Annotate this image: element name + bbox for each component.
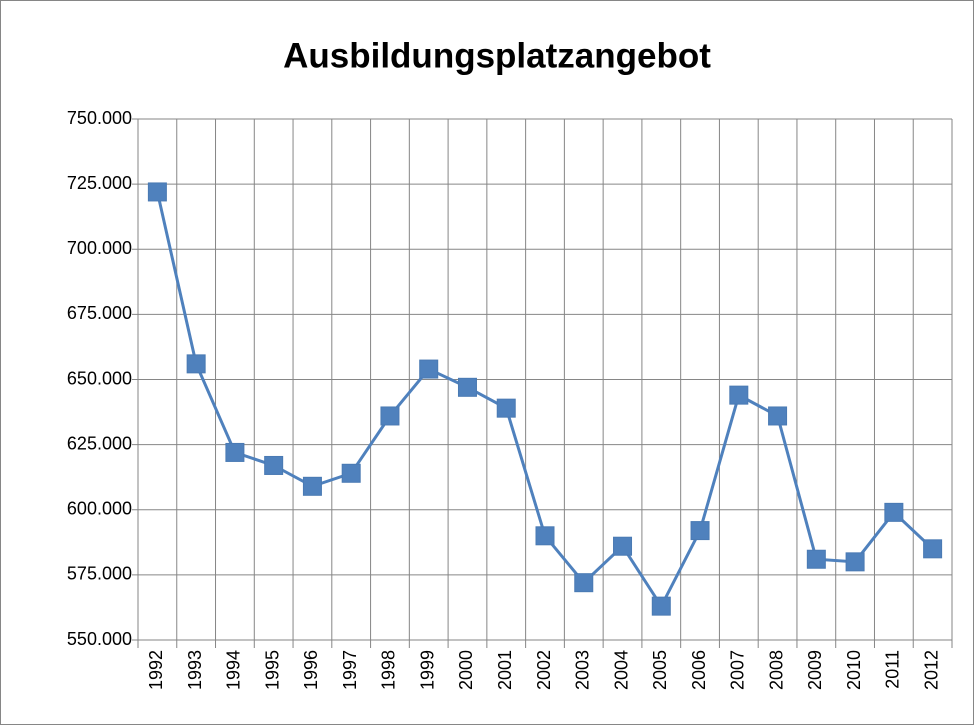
marker [651, 596, 671, 616]
x-tick-label: 1994 [224, 650, 244, 690]
x-tick-label: 2004 [611, 650, 631, 690]
y-tick-label: 625.000 [67, 433, 132, 453]
marker [419, 359, 439, 379]
marker [496, 398, 516, 418]
x-tick-label: 2010 [844, 650, 864, 690]
x-tick-label: 2002 [534, 650, 554, 690]
x-tick-label: 1999 [417, 650, 437, 690]
x-tick-label: 1992 [146, 650, 166, 690]
marker [264, 455, 284, 475]
x-tick-label: 1995 [262, 650, 282, 690]
y-tick-label: 650.000 [67, 368, 132, 388]
marker [768, 406, 788, 426]
x-tick-label: 2007 [728, 650, 748, 690]
marker [613, 536, 633, 556]
marker [535, 526, 555, 546]
y-tick-label: 750.000 [67, 108, 132, 128]
x-tick-label: 2003 [573, 650, 593, 690]
marker [457, 377, 477, 397]
x-tick-label: 1997 [340, 650, 360, 690]
x-tick-label: 1998 [379, 650, 399, 690]
x-tick-label: 2000 [456, 650, 476, 690]
x-tick-label: 2011 [883, 650, 903, 689]
x-tick-label: 2001 [495, 650, 515, 690]
marker [884, 502, 904, 522]
chart-title: Ausbildungsplatzangebot [283, 36, 711, 75]
marker [845, 552, 865, 572]
x-tick-label: 2005 [650, 650, 670, 690]
marker [574, 573, 594, 593]
x-tick-label: 2006 [689, 650, 709, 690]
y-tick-label: 600.000 [67, 499, 132, 519]
y-tick-label: 575.000 [67, 564, 132, 584]
marker [380, 406, 400, 426]
x-tick-label: 1996 [301, 650, 321, 690]
marker [186, 354, 206, 374]
marker [341, 463, 361, 483]
x-tick-label: 2008 [766, 650, 786, 690]
y-tick-label: 700.000 [67, 238, 132, 258]
marker [806, 549, 826, 569]
y-tick-label: 550.000 [67, 629, 132, 649]
marker [729, 385, 749, 405]
marker [302, 476, 322, 496]
y-tick-label: 675.000 [67, 303, 132, 323]
marker [923, 539, 943, 559]
y-tick-label: 725.000 [67, 173, 132, 193]
x-tick-label: 2009 [805, 650, 825, 690]
marker [225, 442, 245, 462]
x-tick-label: 1993 [185, 650, 205, 690]
marker [690, 521, 710, 541]
x-tick-label: 2012 [921, 650, 941, 690]
marker [147, 182, 167, 202]
